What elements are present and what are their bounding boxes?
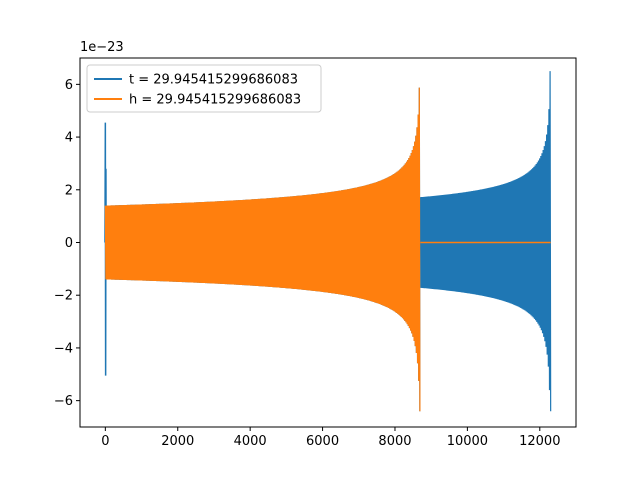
x-tick-label: 4000 — [234, 434, 267, 449]
x-tick-label: 8000 — [378, 434, 411, 449]
legend-label: h = 29.945415299686083 — [129, 93, 301, 108]
x-axis: 0 2000 4000 6000 8000 10000 12000 — [101, 427, 560, 449]
y-tick-label: 0 — [65, 236, 73, 251]
y-axis: −6 −4 −2 0 2 4 6 — [54, 78, 80, 409]
y-tick-label: −6 — [54, 394, 73, 409]
y-tick-label: −2 — [54, 289, 73, 304]
y-tick-label: −4 — [54, 341, 73, 356]
legend-box — [86, 64, 322, 113]
x-tick-label: 2000 — [161, 434, 194, 449]
x-tick-label: 6000 — [306, 434, 339, 449]
y-tick-label: 4 — [65, 131, 73, 146]
legend-label: t = 29.945415299686083 — [129, 73, 298, 88]
y-tick-label: 2 — [65, 183, 73, 198]
y-offset-text: 1e−23 — [80, 40, 124, 55]
x-tick-label: 10000 — [447, 434, 488, 449]
legend: t = 29.945415299686083 h = 29.94541529968… — [86, 64, 322, 113]
y-tick-label: 6 — [65, 78, 73, 93]
x-tick-label: 0 — [101, 434, 109, 449]
x-tick-label: 12000 — [519, 434, 560, 449]
series-h-chirp — [104, 87, 421, 412]
